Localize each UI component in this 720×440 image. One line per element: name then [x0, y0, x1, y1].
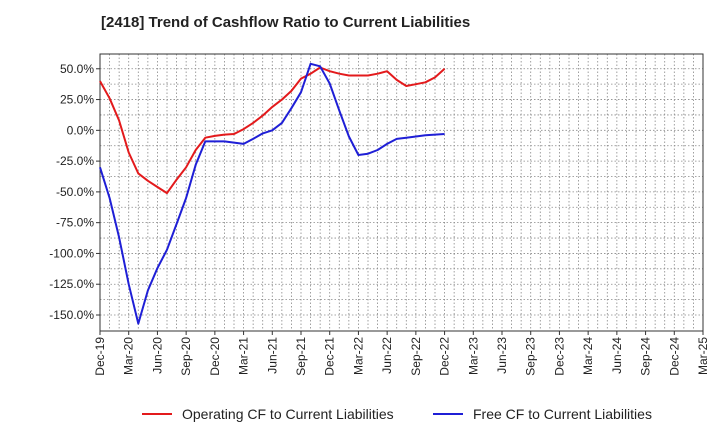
x-tick-label: Sep-23	[524, 337, 538, 376]
x-tick-label: Dec-23	[552, 337, 566, 376]
y-tick-label: 50.0%	[60, 62, 94, 76]
chart-title: [2418] Trend of Cashflow Ratio to Curren…	[101, 14, 471, 31]
x-tick-label: Mar-25	[696, 337, 710, 375]
series-line-free-cf	[99, 62, 445, 325]
x-tick-label: Mar-20	[122, 337, 136, 375]
x-tick-label: Dec-19	[93, 337, 107, 376]
x-tick-label: Dec-24	[667, 337, 681, 376]
x-tick-label: Sep-22	[409, 337, 423, 376]
series-lines	[99, 62, 446, 325]
x-tick-label: Dec-21	[323, 337, 337, 376]
x-tick-label: Mar-22	[351, 337, 365, 375]
grid-lines	[100, 54, 703, 331]
y-tick-label: -150.0%	[49, 308, 94, 322]
x-tick-label: Mar-23	[466, 337, 480, 375]
y-tick-label: -25.0%	[56, 154, 94, 168]
y-tick-label: -100.0%	[49, 246, 94, 260]
x-tick-label: Dec-22	[438, 337, 452, 376]
x-tick-label: Mar-24	[581, 337, 595, 375]
x-tick-label: Sep-21	[294, 337, 308, 376]
y-tick-label: 0.0%	[67, 123, 95, 137]
legend-label-operating-cf: Operating CF to Current Liabilities	[182, 406, 394, 422]
x-tick-label: Sep-24	[639, 337, 653, 376]
y-tick-labels: 50.0% 25.0% 0.0% -25.0% -50.0% -75.0% -100.0% -…	[49, 62, 100, 322]
plot-frame	[99, 53, 704, 332]
x-tick-labels: Dec-19 Mar-20 Jun-20 Sep-20 Dec-20 Mar-21 Jun-…	[93, 331, 710, 376]
axes	[99, 53, 704, 332]
legend-label-free-cf: Free CF to Current Liabilities	[473, 406, 652, 422]
y-tick-label: 25.0%	[60, 93, 94, 107]
x-tick-label: Jun-20	[150, 337, 164, 374]
x-tick-label: Jun-24	[610, 337, 624, 374]
y-tick-label: -125.0%	[49, 277, 94, 291]
x-tick-label: Jun-21	[265, 337, 279, 374]
series-line-operating-cf	[99, 66, 446, 195]
x-tick-label: Sep-20	[179, 337, 193, 376]
legend: Operating CF to Current Liabilities Free…	[142, 406, 652, 422]
x-tick-label: Jun-22	[380, 337, 394, 374]
x-tick-label: Mar-21	[237, 337, 251, 375]
y-tick-label: -75.0%	[56, 216, 94, 230]
y-tick-label: -50.0%	[56, 185, 94, 199]
x-tick-label: Dec-20	[208, 337, 222, 376]
x-tick-label: Jun-23	[495, 337, 509, 374]
